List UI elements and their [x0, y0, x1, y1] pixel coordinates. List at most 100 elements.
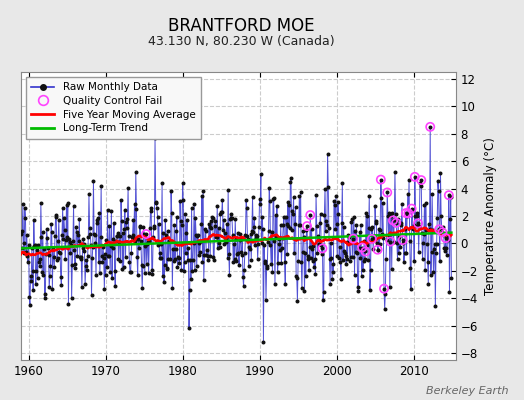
Point [122, 254, 130, 260]
Point [438, 225, 446, 232]
Point [208, 213, 216, 220]
Point [220, 217, 228, 223]
Point [398, 237, 407, 243]
Point [70, 246, 79, 253]
Point [366, 287, 374, 293]
Point [368, 223, 377, 230]
Point [211, 218, 220, 224]
Point [215, 244, 224, 250]
Point [224, 187, 232, 194]
Point [423, 259, 432, 266]
Point [134, 236, 143, 242]
Point [371, 203, 379, 209]
Point [320, 289, 328, 296]
Point [141, 243, 149, 250]
Point [39, 229, 47, 235]
Point [285, 201, 293, 208]
Point [323, 150, 332, 157]
Point [54, 216, 63, 223]
Point [272, 232, 280, 239]
Point [383, 189, 391, 196]
Point [125, 258, 134, 265]
Point [139, 224, 148, 230]
Point [310, 263, 318, 270]
Point [404, 210, 412, 216]
Point [183, 257, 192, 264]
Point [412, 210, 421, 216]
Point [104, 253, 112, 260]
Point [242, 197, 250, 203]
Point [383, 237, 391, 244]
Point [311, 271, 320, 277]
Point [357, 273, 366, 280]
Point [65, 236, 73, 242]
Point [238, 234, 246, 241]
Point [202, 228, 210, 234]
Point [343, 238, 351, 245]
Point [25, 294, 34, 300]
Point [17, 231, 25, 237]
Point [438, 229, 446, 236]
Point [264, 239, 272, 245]
Point [312, 223, 321, 229]
Point [384, 212, 392, 219]
Point [85, 191, 93, 198]
Point [278, 245, 286, 252]
Point [266, 241, 275, 248]
Point [328, 276, 336, 282]
Point [301, 250, 309, 257]
Point [433, 214, 441, 221]
Point [363, 213, 372, 219]
Point [215, 240, 223, 246]
Point [380, 286, 388, 292]
Point [335, 255, 343, 261]
Point [97, 253, 106, 259]
Point [37, 233, 46, 240]
Point [297, 259, 305, 266]
Point [441, 235, 450, 241]
Point [138, 285, 146, 292]
Point [300, 288, 309, 294]
Point [198, 259, 206, 265]
Point [83, 267, 91, 273]
Point [289, 211, 297, 218]
Point [347, 218, 355, 225]
Point [257, 240, 266, 246]
Point [174, 254, 182, 260]
Point [302, 272, 310, 279]
Point [19, 240, 28, 246]
Point [418, 230, 426, 237]
Point [184, 245, 193, 251]
Point [426, 124, 434, 130]
Point [40, 245, 48, 252]
Point [274, 269, 282, 275]
Point [166, 256, 174, 262]
Point [80, 248, 89, 254]
Point [108, 275, 116, 281]
Point [177, 266, 185, 273]
Point [145, 270, 153, 276]
Point [85, 225, 94, 231]
Point [71, 261, 80, 268]
Point [254, 240, 263, 247]
Point [66, 250, 74, 256]
Point [31, 281, 40, 287]
Point [445, 192, 453, 198]
Point [132, 206, 140, 213]
Point [60, 227, 69, 233]
Point [361, 248, 369, 255]
Point [437, 213, 445, 220]
Point [343, 256, 352, 262]
Point [82, 256, 91, 263]
Point [376, 226, 385, 233]
Point [337, 220, 346, 226]
Point [159, 273, 167, 280]
Y-axis label: Temperature Anomaly (°C): Temperature Anomaly (°C) [484, 137, 497, 295]
Point [77, 256, 85, 262]
Point [69, 238, 77, 244]
Point [33, 247, 41, 253]
Point [411, 174, 419, 180]
Point [26, 273, 35, 280]
Point [225, 272, 234, 279]
Point [388, 265, 396, 272]
